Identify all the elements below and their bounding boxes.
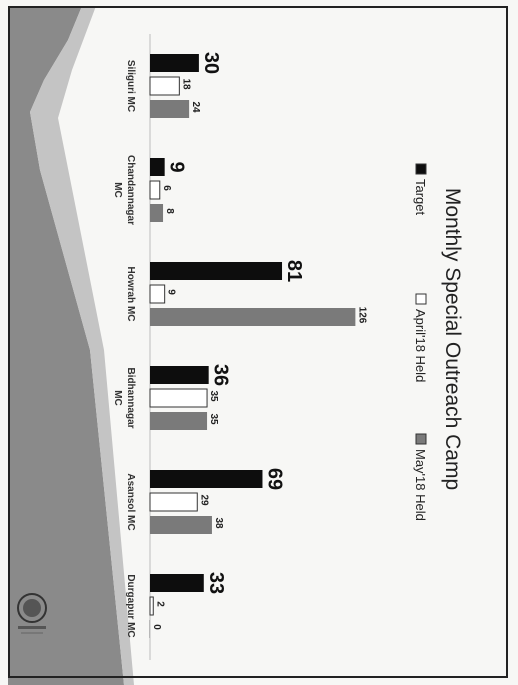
- legend-swatch: [415, 163, 427, 175]
- data-label: 35: [208, 390, 219, 402]
- legend-label: May'18 Held: [413, 449, 428, 521]
- bar: [149, 596, 154, 616]
- bar: [150, 516, 212, 534]
- data-label: 9: [166, 161, 188, 172]
- data-label: 29: [198, 494, 209, 506]
- legend-swatch: [415, 433, 427, 445]
- bar-chart: Monthly Special Outreach Camp Target Apri…: [112, 52, 464, 638]
- bar: [149, 620, 150, 638]
- bar: [149, 100, 190, 118]
- data-label: 81: [283, 260, 305, 282]
- data-label: 6: [161, 185, 172, 191]
- bar: [150, 308, 356, 326]
- data-label: 18: [180, 78, 191, 90]
- organization-logo: [17, 593, 47, 634]
- photo-frame: [8, 6, 508, 678]
- data-label: 24: [190, 101, 201, 113]
- category-label: Chandannagar: [125, 155, 136, 225]
- bar: [149, 76, 180, 96]
- data-label: 30: [200, 52, 222, 74]
- chart-legend: Target April'18 Held May'18 Held: [413, 163, 428, 521]
- grey-wave-left: [8, 6, 124, 685]
- bar: [149, 180, 161, 200]
- bar: [149, 412, 208, 430]
- legend-swatch: [415, 293, 427, 305]
- bar: [149, 366, 209, 384]
- data-label: 2: [154, 601, 165, 607]
- bar: [150, 158, 165, 176]
- legend-label: April'18 Held: [413, 309, 428, 382]
- legend-label: Target: [413, 179, 428, 216]
- bar: [150, 470, 263, 488]
- bar: [150, 204, 164, 222]
- data-label: 0: [151, 624, 162, 630]
- category-label: MC: [112, 390, 123, 406]
- category-label: Bidhannagar: [125, 367, 136, 428]
- category-label: Asansol MC: [125, 473, 136, 530]
- data-label: 8: [164, 208, 175, 214]
- data-label: 33: [205, 572, 227, 594]
- rotated-chart: Monthly Special Outreach Camp Target Apri…: [110, 14, 510, 664]
- data-label: 36: [210, 364, 232, 386]
- legend-item: Target: [413, 163, 428, 216]
- legend-item: April'18 Held: [413, 293, 428, 382]
- chart-title: Monthly Special Outreach Camp: [441, 188, 464, 490]
- category-label: Siliguri MC: [125, 60, 136, 112]
- category-label: Durgapur MC: [125, 574, 136, 637]
- data-label: 126: [356, 307, 367, 324]
- bar: [149, 388, 208, 408]
- bar: [149, 492, 198, 512]
- bar: [150, 262, 283, 280]
- data-label: 38: [213, 517, 224, 529]
- data-label: 69: [263, 468, 285, 490]
- legend-item: May'18 Held: [413, 433, 428, 521]
- bar: [149, 54, 199, 72]
- grey-wave-accent: [30, 6, 134, 685]
- bar: [150, 574, 204, 592]
- category-label: Howrah MC: [125, 267, 136, 322]
- data-label: 9: [166, 289, 177, 295]
- bar: [149, 284, 166, 304]
- category-label: MC: [112, 182, 123, 198]
- data-label: 35: [208, 413, 219, 425]
